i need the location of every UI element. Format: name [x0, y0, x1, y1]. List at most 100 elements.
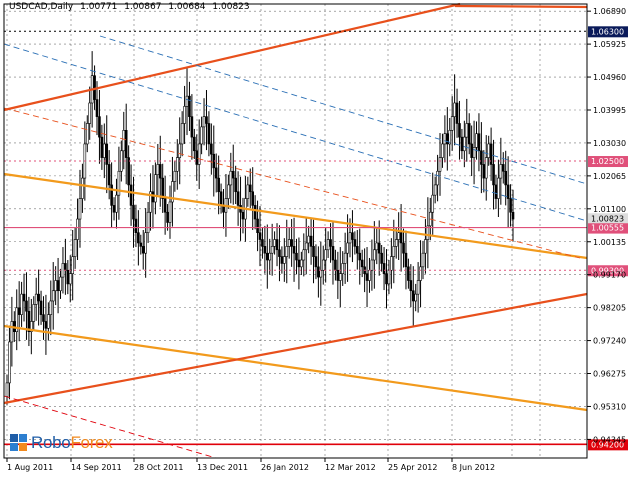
level-label: 1.02500: [591, 157, 624, 166]
candle-body: [331, 246, 335, 261]
candle-body: [27, 310, 31, 332]
candle-body: [5, 382, 9, 397]
candle-body: [261, 239, 264, 247]
y-tick-label: 0.96275: [593, 370, 626, 379]
trendline-dashed-bottom: [3, 395, 217, 459]
candle-body: [392, 246, 396, 257]
candle-body: [443, 133, 447, 145]
candle-body: [129, 184, 133, 206]
candle-body: [110, 184, 113, 206]
candle-body: [61, 263, 65, 278]
low-value: 1.00684: [168, 2, 206, 12]
candle-body: [275, 239, 279, 251]
candle-body: [397, 232, 400, 240]
x-tick-label: 25 Apr 2012: [388, 463, 437, 472]
trendlines[interactable]: [3, 2, 588, 459]
candle-body: [95, 99, 99, 117]
horizontal-levels[interactable]: 1.06300 1.02500 1.00555 0.99300 0.94200 1.008…: [4, 26, 628, 451]
candle-body: [124, 130, 128, 158]
trendline-top: [454, 4, 588, 9]
candle-body: [385, 273, 388, 285]
candle-body: [32, 304, 36, 322]
candle-body: [402, 242, 405, 254]
candle-body: [141, 246, 145, 254]
candle-body: [59, 276, 62, 292]
candle-body: [25, 300, 28, 312]
candle-body: [81, 177, 84, 199]
chart-grid: [4, 4, 587, 458]
candle-body: [351, 232, 354, 240]
candle-body: [122, 130, 126, 152]
candle-body: [387, 269, 391, 285]
candle-body: [49, 300, 53, 315]
candle-body: [54, 280, 57, 292]
candle-body: [78, 198, 82, 220]
candle-body: [39, 300, 43, 315]
level-label: 1.00555: [591, 224, 624, 233]
candle-body: [73, 239, 77, 257]
level-label: 0.94200: [591, 440, 624, 449]
candle-body: [453, 102, 456, 117]
candle-body: [283, 256, 286, 264]
candle-body: [404, 252, 408, 268]
candle-body: [20, 293, 23, 315]
candle-body: [88, 102, 92, 124]
x-tick-label: 26 Jan 2012: [261, 463, 309, 472]
candle-body: [448, 130, 452, 145]
y-tick-label: 0.97240: [593, 337, 626, 346]
candle-body: [265, 252, 269, 261]
candle-body: [470, 143, 473, 158]
symbol-label: USDCAD,Daily: [9, 2, 74, 12]
candle-body: [103, 143, 106, 158]
candle-body: [338, 273, 342, 281]
candle-body: [329, 239, 332, 247]
chart-header: USDCAD,Daily 1.00771 1.00867 1.00684 1.0…: [9, 2, 254, 12]
candle-body: [115, 194, 118, 213]
candle-body: [200, 126, 203, 145]
candle-body: [268, 252, 272, 261]
candle-body: [319, 269, 323, 278]
level-label-bg: [588, 222, 628, 234]
candle-body: [314, 256, 318, 268]
candle-body: [56, 280, 60, 292]
candle-body: [64, 263, 67, 271]
candle-body: [356, 246, 359, 254]
candle-body: [188, 95, 191, 117]
candle-body: [295, 252, 298, 261]
level-label: 0.99300: [591, 266, 624, 275]
candle-body: [180, 123, 184, 145]
candle-body: [377, 242, 381, 254]
candle-body: [343, 252, 347, 264]
candle-body: [467, 123, 471, 145]
candle-body: [185, 95, 189, 107]
candle-body: [137, 232, 140, 244]
candle-body: [302, 249, 306, 261]
candle-body: [85, 123, 89, 145]
candle-body: [390, 256, 393, 271]
candle-body: [290, 239, 293, 247]
candle-body: [251, 191, 255, 206]
y-tick-label: 1.03030: [593, 139, 626, 148]
candle-body: [112, 205, 116, 213]
candle-body: [273, 239, 276, 247]
y-tick-label: 0.98205: [593, 304, 626, 313]
y-tick-label: 1.05925: [593, 40, 626, 49]
candle-body: [465, 123, 469, 138]
candle-body: [312, 246, 315, 257]
level-label-bg: [588, 156, 628, 168]
x-tick-label: 1 Aug 2011: [7, 463, 53, 472]
candle-body: [509, 198, 512, 213]
candle-body: [76, 218, 79, 240]
candle-body: [132, 205, 135, 220]
candle-body: [47, 314, 50, 329]
candle-body: [71, 256, 74, 274]
candle-body: [287, 239, 291, 247]
candle-body: [190, 116, 194, 138]
candle-body: [205, 116, 208, 124]
x-tick-label: 12 Mar 2012: [325, 463, 376, 472]
candle-body: [424, 239, 427, 254]
candle-body: [44, 321, 48, 329]
candle-body: [436, 170, 439, 186]
candle-body: [441, 143, 444, 158]
